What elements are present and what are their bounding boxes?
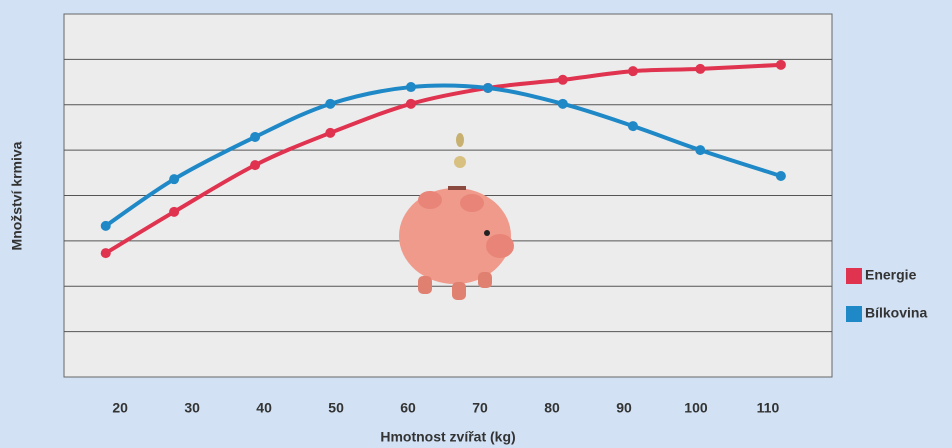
data-point <box>627 121 638 132</box>
series-line <box>104 83 782 228</box>
series-line <box>104 62 781 255</box>
data-point <box>100 220 111 231</box>
x-tick-label: 80 <box>544 400 560 416</box>
data-point <box>325 98 336 109</box>
data-point <box>775 170 786 181</box>
x-tick-label: 100 <box>684 400 708 416</box>
data-point <box>325 127 336 138</box>
piggy-bank <box>399 133 514 300</box>
x-tick-label: 50 <box>328 400 344 416</box>
x-tick-label: 20 <box>112 400 128 416</box>
data-point <box>695 63 706 74</box>
data-point <box>169 174 180 185</box>
data-point <box>775 59 786 70</box>
y-axis-label: Množství krmiva <box>9 141 25 250</box>
data-point <box>627 66 638 77</box>
x-tick-label: 40 <box>256 400 272 416</box>
data-point <box>695 145 706 156</box>
legend-swatch <box>846 268 862 284</box>
x-tick-label: 110 <box>757 400 780 416</box>
data-point <box>405 98 416 109</box>
legend-label: Energie <box>865 267 917 283</box>
data-point <box>405 82 416 93</box>
x-axis-label: Hmotnost zvířat (kg) <box>380 429 515 445</box>
x-tick-label: 70 <box>472 400 488 416</box>
data-point <box>250 160 261 171</box>
legend-swatch <box>846 306 862 322</box>
legend-label: Bílkovina <box>865 305 927 321</box>
data-point <box>482 82 493 93</box>
data-point <box>557 74 568 85</box>
data-point <box>169 206 180 217</box>
data-point <box>100 248 111 259</box>
data-point <box>557 98 568 109</box>
x-tick-label: 30 <box>184 400 200 416</box>
x-tick-label: 90 <box>616 400 632 416</box>
x-tick-label: 60 <box>400 400 416 416</box>
data-point <box>250 131 261 142</box>
